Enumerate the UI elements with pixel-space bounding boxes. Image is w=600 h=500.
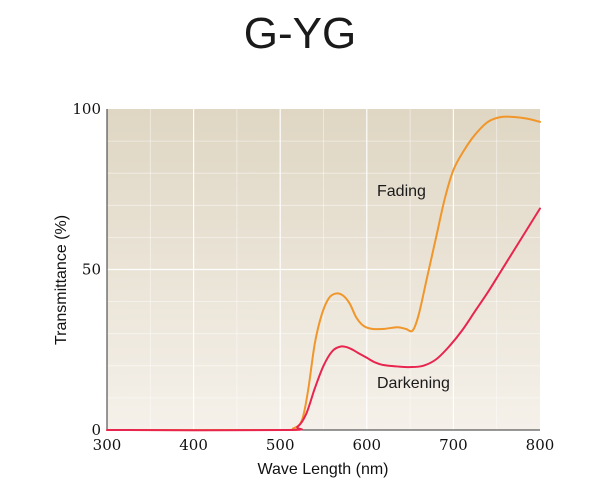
- y-tick-label: 0: [91, 421, 101, 439]
- x-tick-label: 500: [266, 436, 295, 454]
- series-line-darkening: [106, 207, 541, 432]
- x-tick-label: 800: [526, 436, 555, 454]
- x-tick-label: 700: [439, 436, 468, 454]
- x-tick-label: 600: [352, 436, 381, 454]
- tick-labels: 300 400 500 600 700 800 0 50 100: [72, 100, 554, 454]
- y-axis-label: Transmittance (%): [53, 215, 70, 345]
- y-tick-label: 100: [72, 100, 101, 118]
- y-tick-label: 50: [82, 261, 101, 279]
- series-label-fading: Fading: [377, 183, 426, 200]
- x-tick-label: 400: [179, 436, 208, 454]
- x-axis-label: Wave Length (nm): [257, 461, 388, 478]
- series-label-darkening: Darkening: [377, 375, 450, 392]
- series-line-fading: [106, 115, 541, 432]
- x-tick-label: 300: [93, 436, 122, 454]
- series-lines: [106, 115, 541, 432]
- chart-title: G-YG: [244, 9, 356, 58]
